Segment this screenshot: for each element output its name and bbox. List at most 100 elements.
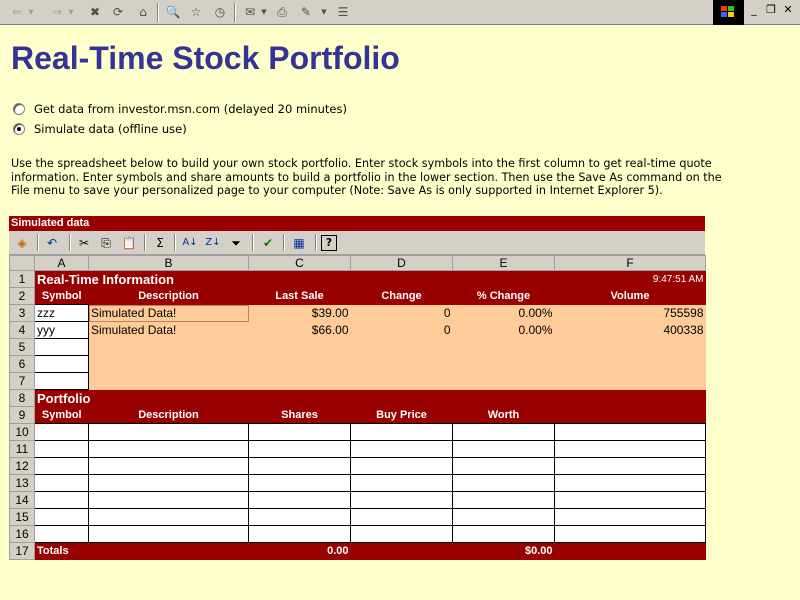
column-label-change[interactable]: Change: [350, 287, 453, 305]
paste-icon[interactable]: 📋: [121, 236, 137, 250]
cell[interactable]: [248, 423, 351, 441]
cell[interactable]: [88, 508, 249, 526]
cell[interactable]: [34, 525, 89, 543]
pct-change-cell[interactable]: 0.00%: [452, 304, 555, 322]
realtime-heading[interactable]: Real-Time Information: [34, 270, 453, 288]
cell[interactable]: [88, 440, 249, 458]
export-to-excel-icon[interactable]: ✔: [262, 236, 274, 250]
column-header-f[interactable]: F: [554, 255, 706, 271]
favorites-icon[interactable]: ☆: [190, 5, 202, 19]
edit-icon[interactable]: ✎: [300, 5, 312, 19]
row-header[interactable]: 17: [9, 542, 35, 560]
cell[interactable]: [554, 491, 706, 509]
cell[interactable]: [554, 542, 706, 560]
cell[interactable]: [452, 474, 555, 492]
cell[interactable]: [554, 406, 706, 424]
history-icon[interactable]: ◷: [214, 5, 226, 19]
forward-dropdown-icon[interactable]: ▼: [68, 8, 74, 16]
description-cell[interactable]: Simulated Data!: [88, 304, 249, 322]
column-header-d[interactable]: D: [350, 255, 453, 271]
cell[interactable]: [554, 372, 706, 390]
sort-descending-icon[interactable]: Z↓: [205, 237, 221, 248]
back-dropdown-icon[interactable]: ▼: [28, 8, 34, 16]
last-sale-cell[interactable]: $39.00: [248, 304, 351, 322]
cell[interactable]: [248, 457, 351, 475]
total-shares[interactable]: 0.00: [248, 542, 351, 560]
cell[interactable]: [248, 355, 351, 373]
sort-ascending-icon[interactable]: A↓: [182, 237, 198, 248]
cell[interactable]: [248, 338, 351, 356]
row-header[interactable]: 14: [9, 491, 35, 509]
print-icon[interactable]: ⎙: [277, 5, 287, 19]
column-header-e[interactable]: E: [452, 255, 555, 271]
cell[interactable]: [554, 338, 706, 356]
symbol-cell[interactable]: [34, 338, 89, 356]
cell[interactable]: [350, 542, 453, 560]
column-label-pct-change[interactable]: % Change: [452, 287, 555, 305]
cell[interactable]: [350, 423, 453, 441]
row-header[interactable]: 10: [9, 423, 35, 441]
help-icon[interactable]: ?: [321, 235, 337, 251]
row-header[interactable]: 11: [9, 440, 35, 458]
cell[interactable]: [452, 457, 555, 475]
change-cell[interactable]: 0: [350, 321, 453, 339]
cell[interactable]: [554, 423, 706, 441]
row-header[interactable]: 8: [9, 389, 35, 407]
column-label-buy-price[interactable]: Buy Price: [350, 406, 453, 424]
column-label-last-sale[interactable]: Last Sale: [248, 287, 351, 305]
cell[interactable]: [248, 474, 351, 492]
cell[interactable]: [34, 491, 89, 509]
portfolio-heading[interactable]: Portfolio: [34, 389, 706, 407]
row-header[interactable]: 16: [9, 525, 35, 543]
cell[interactable]: [554, 355, 706, 373]
cell[interactable]: [452, 338, 555, 356]
column-label-volume[interactable]: Volume: [554, 287, 706, 305]
last-sale-cell[interactable]: $66.00: [248, 321, 351, 339]
cell[interactable]: [34, 423, 89, 441]
cell[interactable]: [350, 440, 453, 458]
change-cell[interactable]: 0: [350, 304, 453, 322]
cell[interactable]: [452, 355, 555, 373]
cell[interactable]: [452, 270, 555, 288]
cell[interactable]: [88, 474, 249, 492]
radio-button[interactable]: [13, 123, 25, 135]
cell[interactable]: [350, 457, 453, 475]
cell[interactable]: [88, 457, 249, 475]
mail-icon[interactable]: ✉: [244, 5, 256, 19]
row-header[interactable]: 4: [9, 321, 35, 339]
copy-icon[interactable]: ⎘: [101, 236, 111, 250]
search-icon[interactable]: 🔍: [165, 5, 181, 19]
spreadsheet-grid[interactable]: A B C D E F 1 Real-Time Information 9:47…: [9, 255, 706, 560]
cell[interactable]: [248, 372, 351, 390]
row-header[interactable]: 12: [9, 457, 35, 475]
mail-dropdown-icon[interactable]: ▼: [261, 8, 267, 16]
cell[interactable]: [248, 440, 351, 458]
cell[interactable]: [350, 491, 453, 509]
select-all-corner[interactable]: [9, 255, 35, 271]
property-toolbox-icon[interactable]: ▦: [293, 236, 305, 250]
cell[interactable]: [554, 440, 706, 458]
description-cell[interactable]: Simulated Data!: [88, 321, 249, 339]
column-label-symbol[interactable]: Symbol: [34, 287, 89, 305]
edit-dropdown-icon[interactable]: ▼: [321, 8, 327, 16]
cell[interactable]: [350, 474, 453, 492]
option-online-data[interactable]: Get data from investor.msn.com (delayed …: [13, 101, 347, 117]
cell[interactable]: [350, 355, 453, 373]
back-icon[interactable]: ⇐: [11, 5, 23, 19]
realtime-clock[interactable]: 9:47:51 AM: [554, 270, 706, 288]
autosum-icon[interactable]: Σ: [156, 236, 164, 250]
home-icon[interactable]: ⌂: [139, 5, 147, 19]
cell[interactable]: [452, 525, 555, 543]
column-label-worth[interactable]: Worth: [452, 406, 555, 424]
volume-cell[interactable]: 755598: [554, 304, 706, 322]
cell[interactable]: [452, 491, 555, 509]
row-header[interactable]: 1: [9, 270, 35, 288]
cut-icon[interactable]: ✂: [78, 236, 90, 250]
symbol-cell[interactable]: zzz: [34, 304, 89, 322]
cell[interactable]: [554, 457, 706, 475]
pct-change-cell[interactable]: 0.00%: [452, 321, 555, 339]
cell[interactable]: [34, 508, 89, 526]
cell[interactable]: [554, 525, 706, 543]
cell[interactable]: [34, 474, 89, 492]
row-header[interactable]: 3: [9, 304, 35, 322]
